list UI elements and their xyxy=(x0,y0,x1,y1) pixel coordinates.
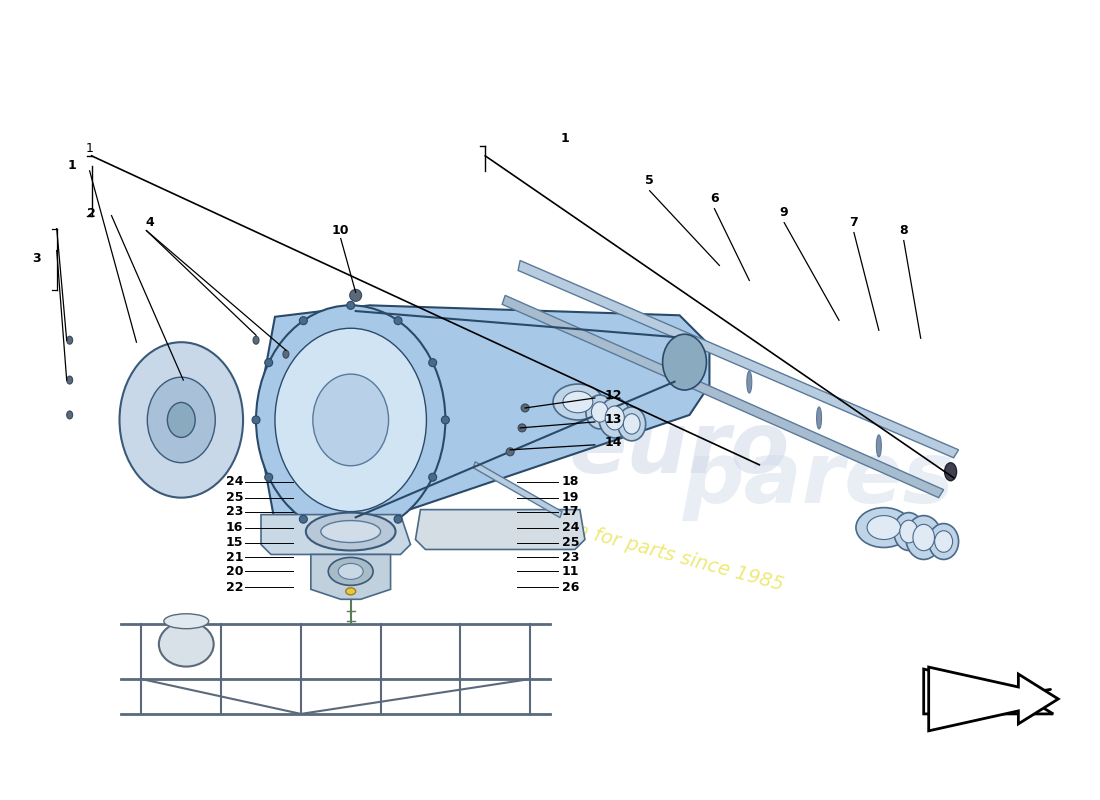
Ellipse shape xyxy=(256,306,446,534)
Text: euro: euro xyxy=(569,408,790,491)
Text: 21: 21 xyxy=(226,551,243,564)
Ellipse shape xyxy=(913,524,935,550)
Text: 16: 16 xyxy=(226,521,243,534)
Text: 19: 19 xyxy=(562,491,580,504)
Text: 22: 22 xyxy=(226,581,243,594)
Text: 3: 3 xyxy=(33,252,41,265)
Ellipse shape xyxy=(816,407,822,429)
Circle shape xyxy=(299,317,307,325)
Ellipse shape xyxy=(928,523,958,559)
Ellipse shape xyxy=(158,622,213,666)
Text: 1: 1 xyxy=(561,133,570,146)
Polygon shape xyxy=(503,295,944,498)
Text: 24: 24 xyxy=(226,475,243,488)
Text: 9: 9 xyxy=(780,206,789,219)
Circle shape xyxy=(299,515,307,523)
Ellipse shape xyxy=(283,350,289,358)
Ellipse shape xyxy=(905,515,942,559)
Text: 26: 26 xyxy=(562,581,580,594)
Ellipse shape xyxy=(856,508,912,547)
Ellipse shape xyxy=(253,336,258,344)
Ellipse shape xyxy=(598,398,630,438)
Polygon shape xyxy=(473,462,562,518)
Ellipse shape xyxy=(592,402,608,422)
Ellipse shape xyxy=(586,395,614,429)
Ellipse shape xyxy=(900,520,917,543)
Polygon shape xyxy=(518,261,958,458)
Text: 8: 8 xyxy=(900,224,909,237)
Circle shape xyxy=(441,416,450,424)
Text: 2: 2 xyxy=(87,207,96,220)
Ellipse shape xyxy=(328,558,373,586)
Ellipse shape xyxy=(67,336,73,344)
Text: 23: 23 xyxy=(226,505,243,518)
Polygon shape xyxy=(928,667,1058,731)
Ellipse shape xyxy=(147,377,216,462)
Ellipse shape xyxy=(312,374,388,466)
Text: 15: 15 xyxy=(226,536,243,549)
Polygon shape xyxy=(311,554,390,599)
Text: 17: 17 xyxy=(562,505,580,518)
Circle shape xyxy=(350,290,362,302)
Ellipse shape xyxy=(164,614,209,629)
Ellipse shape xyxy=(120,342,243,498)
Text: 14: 14 xyxy=(605,436,623,450)
Circle shape xyxy=(429,474,437,482)
Ellipse shape xyxy=(563,391,593,413)
Text: 6: 6 xyxy=(711,192,718,206)
Ellipse shape xyxy=(877,435,881,457)
Circle shape xyxy=(265,358,273,366)
Text: 23: 23 xyxy=(562,551,580,564)
Circle shape xyxy=(265,474,273,482)
Ellipse shape xyxy=(67,411,73,419)
Polygon shape xyxy=(416,510,585,550)
Ellipse shape xyxy=(338,563,363,579)
Ellipse shape xyxy=(894,513,924,550)
Text: 25: 25 xyxy=(226,491,243,504)
Ellipse shape xyxy=(618,407,646,441)
Circle shape xyxy=(346,302,354,310)
Text: 20: 20 xyxy=(226,565,243,578)
Ellipse shape xyxy=(945,462,957,481)
Polygon shape xyxy=(261,514,410,554)
Text: passion for parts since 1985: passion for parts since 1985 xyxy=(514,505,785,594)
Ellipse shape xyxy=(662,334,706,390)
Ellipse shape xyxy=(747,371,751,393)
Circle shape xyxy=(429,358,437,366)
Text: 25: 25 xyxy=(562,536,580,549)
Ellipse shape xyxy=(306,513,396,550)
Text: 10: 10 xyxy=(332,224,350,237)
Text: 1: 1 xyxy=(67,159,76,172)
Text: 4: 4 xyxy=(145,216,154,229)
Text: 24: 24 xyxy=(562,521,580,534)
Circle shape xyxy=(252,416,260,424)
Text: 5: 5 xyxy=(646,174,654,187)
Ellipse shape xyxy=(275,328,427,512)
Ellipse shape xyxy=(321,521,381,542)
Ellipse shape xyxy=(624,414,640,434)
Ellipse shape xyxy=(167,402,195,438)
Circle shape xyxy=(518,424,526,432)
Circle shape xyxy=(521,404,529,412)
Text: 13: 13 xyxy=(605,414,623,426)
Circle shape xyxy=(346,530,354,538)
Text: 18: 18 xyxy=(562,475,580,488)
Circle shape xyxy=(394,317,402,325)
Circle shape xyxy=(506,448,514,456)
Ellipse shape xyxy=(935,530,953,552)
Polygon shape xyxy=(256,306,710,523)
Ellipse shape xyxy=(867,515,901,539)
Ellipse shape xyxy=(553,384,603,420)
Text: pares: pares xyxy=(683,438,955,522)
Ellipse shape xyxy=(67,376,73,384)
Text: 12: 12 xyxy=(605,389,623,402)
Circle shape xyxy=(394,515,402,523)
Text: 11: 11 xyxy=(562,565,580,578)
Text: 1: 1 xyxy=(86,142,94,155)
Ellipse shape xyxy=(345,588,355,595)
Ellipse shape xyxy=(605,406,625,430)
Text: 7: 7 xyxy=(849,216,858,229)
